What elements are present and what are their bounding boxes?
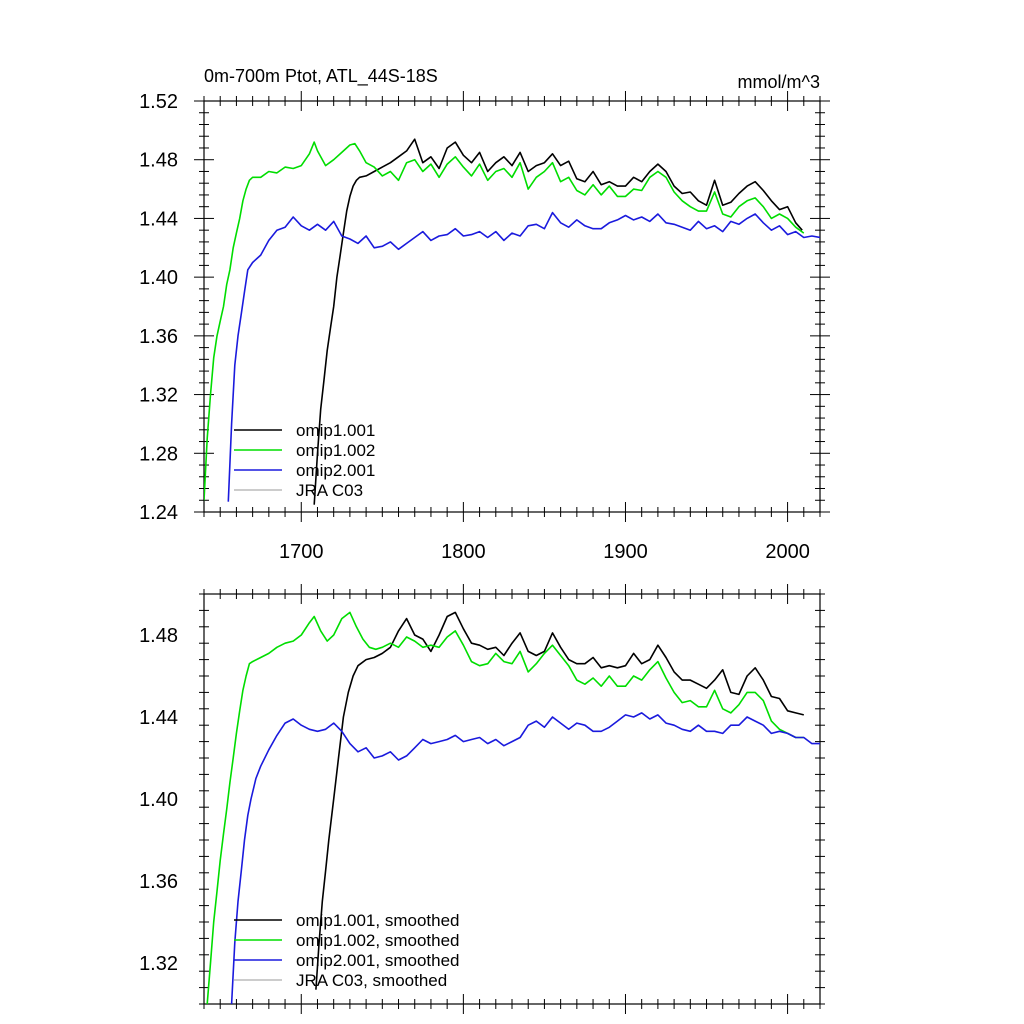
y-tick-label: 1.40 (139, 789, 178, 811)
y-tick-label: 1.28 (139, 443, 178, 465)
series-line-omip1-002-smoothed (206, 611, 804, 1004)
y-tick-label: 1.52 (139, 91, 178, 113)
y-tick-label: 1.36 (139, 871, 178, 893)
top-panel: 1700 1800 1900 2000 1.24 1.28 1.32 1.36 1.40 1.44… (139, 91, 830, 563)
legend-label: JRA C03 (296, 481, 363, 500)
y-tick-label: 1.48 (139, 150, 178, 172)
y-tick-label: 1.44 (139, 707, 178, 729)
y-tick-label: 1.48 (139, 625, 178, 647)
y-tick-label: 1.36 (139, 326, 178, 348)
x-tick-label: 1900 (603, 541, 648, 563)
series-line-omip1-001-smoothed (315, 611, 804, 990)
x-tick-label: 1800 (441, 541, 486, 563)
series-group (206, 611, 820, 1004)
x-tick-label: 2000 (765, 541, 810, 563)
legend-label: omip1.001 (296, 421, 375, 440)
legend-label: omip2.001, smoothed (296, 951, 460, 970)
y-tick-label: 1.32 (139, 953, 178, 975)
legend-label: omip1.001, smoothed (296, 911, 460, 930)
legend-label: omip1.002, smoothed (296, 931, 460, 950)
top-panel-units: mmol/m^3 (738, 72, 820, 92)
series-line-omip2-001-smoothed (230, 712, 820, 1004)
legend-label: omip2.001 (296, 461, 375, 480)
y-tick-label: 1.44 (139, 208, 178, 230)
y-tick-label: 1.24 (139, 502, 178, 524)
legend-label: JRA C03, smoothed (296, 971, 447, 990)
series-line-omip2-001 (227, 211, 820, 502)
x-tick-label: 1700 (279, 541, 324, 563)
top-panel-title: 0m-700m Ptot, ATL_44S-18S (204, 66, 438, 87)
legend-label: omip1.002 (296, 441, 375, 460)
y-tick-label: 1.40 (139, 267, 178, 289)
y-tick-label: 1.32 (139, 385, 178, 407)
series-group (204, 138, 820, 505)
series-line-omip1-001 (313, 138, 803, 505)
series-line-omip1-002 (204, 141, 805, 501)
